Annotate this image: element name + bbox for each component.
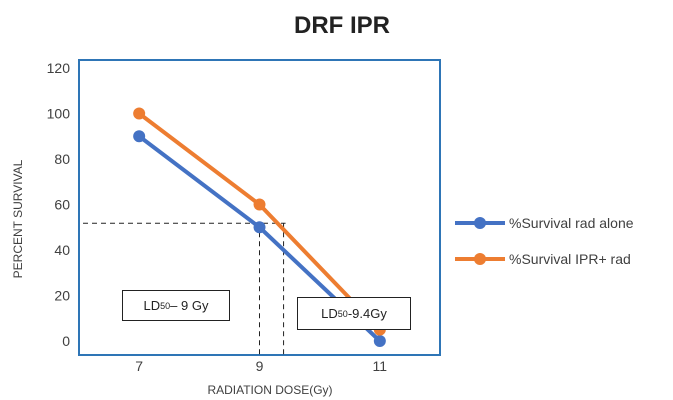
y-tick-label: 100 [47, 106, 71, 122]
legend-label-rad-alone: %Survival rad alone [509, 215, 634, 231]
y-axis-label: PERCENT SURVIVAL [11, 159, 25, 279]
series-1-point [133, 107, 146, 120]
chart-title: DRF IPR [294, 12, 390, 39]
y-tick-label: 0 [62, 333, 70, 349]
legend-swatch-rad-alone [455, 217, 505, 229]
x-tick-label: 11 [373, 358, 388, 374]
plot-frame [78, 59, 441, 356]
legend-item-rad-alone: %Survival rad alone [455, 213, 634, 233]
y-tick-label: 20 [54, 288, 70, 304]
series-0-point [253, 221, 266, 234]
legend-swatch-ipr-rad [455, 253, 505, 265]
legend-item-ipr-rad: %Survival IPR+ rad [455, 249, 634, 269]
y-tick-label: 120 [47, 60, 71, 76]
ld50-value: -9.4Gy [347, 306, 387, 321]
y-tick-label: 80 [54, 151, 70, 167]
ld50-prefix: LD [321, 306, 338, 321]
x-tick-label: 7 [135, 358, 143, 374]
ld50-annotation-ipr-rad: LD 50 -9.4Gy [297, 297, 411, 330]
y-tick-label: 60 [54, 197, 70, 213]
ld50-annotation-rad-alone: LD 50 – 9 Gy [122, 290, 230, 321]
legend: %Survival rad alone %Survival IPR+ rad [455, 213, 634, 285]
series-0-point [373, 335, 386, 347]
ld50-value: – 9 Gy [170, 298, 209, 313]
ld50-prefix: LD [143, 298, 161, 313]
series-1-point [253, 198, 266, 211]
x-tick-label: 9 [256, 358, 264, 374]
legend-label-ipr-rad: %Survival IPR+ rad [509, 251, 631, 267]
ld50-sub: 50 [337, 308, 348, 319]
series-0-point [133, 130, 146, 143]
y-tick-label: 40 [54, 242, 70, 258]
x-axis-label: RADIATION DOSE(Gy) [207, 383, 333, 397]
ld50-sub: 50 [160, 300, 171, 311]
